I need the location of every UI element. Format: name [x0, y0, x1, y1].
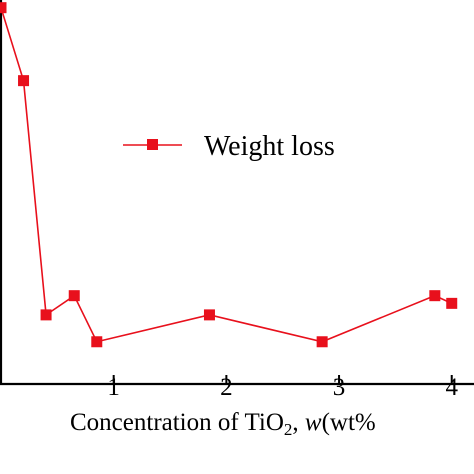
data-point-marker: [203, 309, 215, 321]
x-axis-title-prefix: Concentration of TiO: [70, 409, 284, 436]
data-point-marker: [18, 75, 30, 87]
data-point-marker: [316, 336, 328, 348]
x-axis-title: Concentration of TiO2, w(wt%: [70, 409, 376, 439]
x-axis-title-unit: (wt%: [322, 409, 376, 436]
x-axis-title-variable: w: [305, 409, 322, 436]
x-axis-title-subscript: 2: [284, 420, 293, 439]
x-tick-label: 2: [220, 374, 233, 401]
x-tick-label: 3: [333, 374, 346, 401]
legend-marker-sample: [147, 139, 158, 150]
series-line: [0, 7, 453, 343]
data-point-marker: [0, 2, 7, 14]
x-tick-label: 4: [445, 374, 458, 401]
data-point-marker: [91, 336, 103, 348]
axes-frame: [0, 0, 474, 386]
legend-label: Weight loss: [204, 131, 335, 162]
data-point-marker: [68, 290, 80, 302]
data-point-marker: [40, 309, 52, 321]
x-axis-title-separator: ,: [292, 409, 305, 436]
legend: Weight loss: [123, 131, 335, 162]
series-layer: [0, 2, 458, 348]
x-tick-group: 1 2 3 4: [107, 374, 458, 401]
data-point-marker: [446, 297, 458, 309]
x-tick-label: 1: [107, 374, 120, 401]
data-point-marker: [429, 290, 441, 302]
